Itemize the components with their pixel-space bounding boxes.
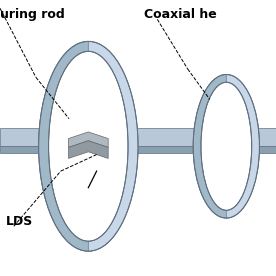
Polygon shape <box>39 41 138 251</box>
Polygon shape <box>193 75 259 218</box>
Ellipse shape <box>49 51 128 241</box>
Polygon shape <box>0 146 276 153</box>
Polygon shape <box>68 141 108 158</box>
Polygon shape <box>0 128 276 146</box>
Polygon shape <box>39 41 88 251</box>
Polygon shape <box>88 41 138 251</box>
Text: Coaxial he: Coaxial he <box>144 8 216 21</box>
Ellipse shape <box>201 82 252 210</box>
Polygon shape <box>226 75 259 218</box>
Polygon shape <box>68 132 108 147</box>
Text: uring rod: uring rod <box>0 8 65 21</box>
Polygon shape <box>193 75 226 218</box>
Text: LDS: LDS <box>6 215 33 228</box>
